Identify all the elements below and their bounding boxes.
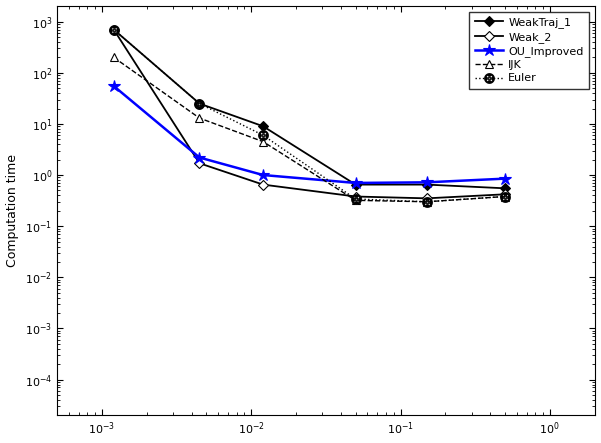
Euler bbox=[110, 27, 117, 32]
WeakTraj_1 bbox=[352, 182, 359, 187]
OU_Improved bbox=[423, 180, 430, 185]
WeakTraj_1 bbox=[196, 101, 203, 106]
Line: Euler: Euler bbox=[109, 25, 510, 206]
IJK bbox=[352, 198, 359, 203]
WeakTraj_1 bbox=[501, 186, 508, 191]
IJK bbox=[260, 139, 267, 144]
Line: OU_Improved: OU_Improved bbox=[108, 80, 511, 189]
Weak_2 bbox=[260, 182, 267, 187]
Weak_2 bbox=[423, 196, 430, 201]
Euler bbox=[423, 199, 430, 204]
Euler bbox=[352, 196, 359, 202]
OU_Improved bbox=[501, 176, 508, 181]
OU_Improved bbox=[196, 155, 203, 160]
IJK bbox=[110, 55, 117, 60]
Line: WeakTraj_1: WeakTraj_1 bbox=[111, 26, 508, 192]
Y-axis label: Computation time: Computation time bbox=[6, 154, 19, 267]
IJK bbox=[196, 116, 203, 121]
Euler bbox=[260, 132, 267, 138]
WeakTraj_1 bbox=[110, 27, 117, 32]
WeakTraj_1 bbox=[260, 124, 267, 129]
OU_Improved bbox=[260, 172, 267, 178]
OU_Improved bbox=[352, 180, 359, 186]
Weak_2 bbox=[501, 192, 508, 197]
Euler bbox=[196, 101, 203, 106]
IJK bbox=[501, 194, 508, 199]
Weak_2 bbox=[110, 27, 117, 32]
OU_Improved bbox=[110, 83, 117, 89]
Weak_2 bbox=[196, 161, 203, 166]
IJK bbox=[423, 199, 430, 204]
Line: IJK: IJK bbox=[109, 53, 509, 206]
Weak_2 bbox=[352, 194, 359, 199]
Legend: WeakTraj_1, Weak_2, OU_Improved, IJK, Euler: WeakTraj_1, Weak_2, OU_Improved, IJK, Eu… bbox=[469, 12, 589, 89]
Line: Weak_2: Weak_2 bbox=[111, 26, 508, 202]
WeakTraj_1 bbox=[423, 182, 430, 187]
Euler bbox=[501, 194, 508, 199]
